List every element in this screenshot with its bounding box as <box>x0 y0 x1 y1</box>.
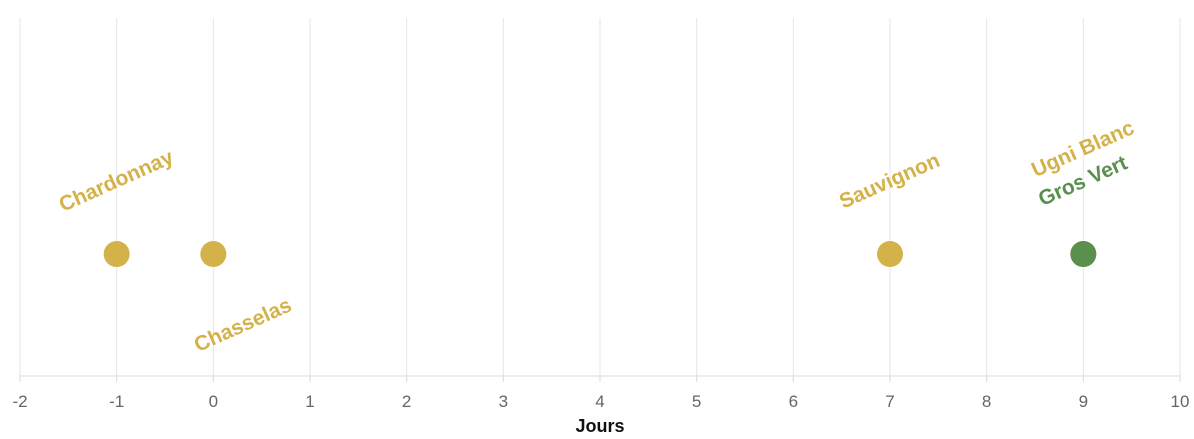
x-tick-label: 0 <box>209 392 218 411</box>
point-chardonnay <box>103 241 130 267</box>
x-tick-label: 10 <box>1171 392 1190 411</box>
x-tick-label: 8 <box>982 392 991 411</box>
x-tick-label: 6 <box>789 392 798 411</box>
grid-lines <box>19 18 1181 376</box>
x-tick-label: 4 <box>595 392 604 411</box>
x-tick-label: 3 <box>499 392 508 411</box>
point-gros-vert <box>1070 241 1097 267</box>
x-tick-label: 1 <box>305 392 314 411</box>
label-chasselas: Chasselas <box>191 293 295 356</box>
x-tick-label: 7 <box>885 392 894 411</box>
x-axis: -2 -1 0 1 2 3 4 5 6 7 8 9 10 <box>12 375 1190 411</box>
x-axis-title: Jours <box>575 416 624 436</box>
x-tick-label: 9 <box>1079 392 1088 411</box>
x-tick-label: 2 <box>402 392 411 411</box>
data-points <box>103 241 1097 267</box>
point-chasselas <box>200 241 227 267</box>
x-tick-label: 5 <box>692 392 701 411</box>
x-tick-label: -1 <box>109 392 124 411</box>
point-sauvignon <box>877 241 903 267</box>
x-tick-label: -2 <box>12 392 27 411</box>
